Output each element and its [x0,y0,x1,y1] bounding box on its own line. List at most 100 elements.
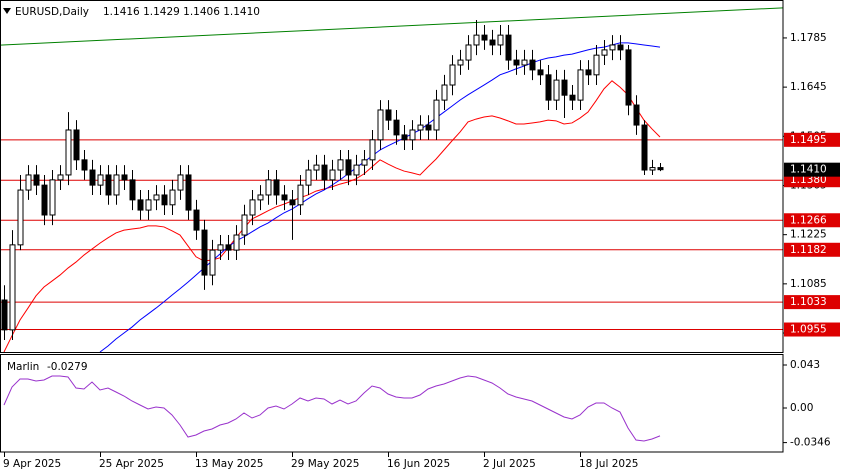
price-frame [0,0,784,353]
candle-body [425,124,432,131]
oscillator-title: Marlin [7,361,39,373]
candle-body [593,54,600,76]
candle-body [617,44,624,51]
candle-body [321,164,328,181]
level-label: 1.1266 [790,214,827,226]
candle-body [433,99,440,131]
candle-body [161,194,168,206]
candle-body [585,69,592,76]
level-label: 1.1182 [790,244,827,256]
candle-body [329,169,336,181]
level-label-box [784,242,840,257]
candle-body [33,174,40,186]
candle-body [209,249,216,276]
oscillator-value: -0.0279 [47,361,88,373]
candle-body [81,159,88,171]
candle-body [169,189,176,206]
candle-body [289,199,296,206]
candle-body [449,64,456,86]
candle-body [521,59,528,66]
y-tick-label: 1.1785 [790,32,827,44]
candle-body [553,79,560,101]
x-tick-label: 29 May 2025 [291,458,359,470]
candle-body [393,119,400,136]
candle-body [121,174,128,181]
y-tick-label: 1.1225 [790,229,827,241]
x-tick-label: 2 Jul 2025 [483,458,536,470]
x-tick-label: 25 Apr 2025 [99,458,164,470]
candle-body [353,164,360,176]
candle-body [233,234,240,251]
candle-body [65,129,72,176]
oscillator-line [3,375,661,442]
candle-body [409,129,416,141]
candle-body [57,174,64,181]
ohlc-text: 1.1416 1.1429 1.1406 1.1410 [103,6,260,18]
trend-line [0,7,783,46]
candle-body [513,59,520,66]
candle-body [305,169,312,186]
candle-body [249,199,256,216]
symbol-title: EURUSD,Daily [15,6,89,18]
candle-body [489,39,496,46]
candle-body [537,69,544,76]
candle-body [345,159,352,176]
candle-body [105,174,112,196]
candle-body [17,189,24,246]
candle-body [441,84,448,101]
candle-body [257,194,264,201]
candle-body [361,159,368,166]
candle-body [97,174,104,186]
candle-body [177,174,184,191]
candle-body [657,167,664,171]
last-price-label: 1.1410 [790,164,827,176]
candle-body [473,34,480,46]
oscillator-panel [3,375,661,442]
candle-body [281,194,288,201]
candle-body [545,74,552,101]
candle-body [153,194,160,201]
y-tick-label: 0.00 [790,402,813,414]
candle-body [73,129,80,161]
x-tick-label: 18 Jul 2025 [579,458,638,470]
candle-body [241,214,248,236]
menu-triangle [3,8,11,14]
candle-body [385,109,392,121]
candle-body [89,169,96,186]
y-tick-label: -0.0346 [790,437,831,449]
candle-body [369,139,376,161]
candle-body [185,174,192,211]
level-label-box [784,295,840,310]
candle-body [145,199,152,211]
candle-body [417,124,424,131]
candle-body [297,184,304,206]
x-tick-label: 9 Apr 2025 [3,458,61,470]
level-label: 1.1033 [790,296,827,308]
candle-body [113,174,120,196]
candle-body [601,49,608,56]
level-label-box [784,213,840,228]
candle-body [649,167,656,171]
candle-body [641,124,648,171]
candle-body [481,34,488,41]
candle-body [625,49,632,106]
price-panel [0,7,783,352]
candle-body [377,109,384,141]
axes: 1.17851.16451.15051.13651.12251.10851.09… [3,32,840,470]
candle-body [633,104,640,126]
candle-body [561,79,568,96]
level-label-box [784,173,840,188]
y-tick-label: 1.1645 [790,81,827,93]
candle-body [401,134,408,141]
x-tick-label: 16 Jun 2025 [387,458,450,470]
candle-body [569,94,576,101]
candle-body [129,179,136,201]
candle-body [457,59,464,66]
candle-body [225,244,232,251]
level-label: 1.1380 [790,174,827,186]
candle-body [265,179,272,196]
candle-body [1,299,8,331]
level-label-box [784,322,840,337]
